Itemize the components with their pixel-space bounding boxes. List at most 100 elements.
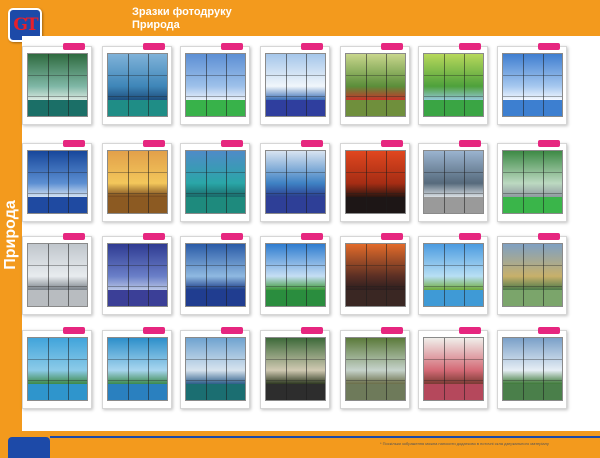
catalog-item-poppy-field[interactable]: [340, 43, 410, 125]
panel-divider: [28, 193, 87, 194]
door-divider: [48, 151, 49, 213]
catalog-item-palm-shore[interactable]: [418, 233, 488, 315]
wardrobe-photo: [107, 243, 168, 307]
door-divider: [68, 244, 69, 306]
panel-divider: [186, 380, 245, 381]
panel-divider: [108, 193, 167, 194]
door-divider: [128, 54, 129, 116]
panel-divider: [503, 380, 562, 381]
door-divider: [366, 244, 367, 306]
wardrobe-photo: [185, 243, 246, 307]
catalog-item-lakeside[interactable]: [22, 327, 92, 409]
catalog-item-green-lake[interactable]: [418, 43, 488, 125]
wardrobe-photo: [107, 337, 168, 401]
panel-divider: [108, 286, 167, 287]
item-code-tag: [538, 140, 560, 147]
panel-divider: [186, 75, 245, 76]
door-divider: [386, 338, 387, 400]
catalog-item-sunbeams-sky[interactable]: [260, 43, 330, 125]
wardrobe-photo: [423, 150, 484, 214]
door-divider: [128, 151, 129, 213]
door-divider: [386, 244, 387, 306]
panel-divider: [28, 359, 87, 360]
catalog-item-palm-beach[interactable]: [180, 140, 250, 222]
door-divider: [444, 151, 445, 213]
panel-divider: [346, 286, 405, 287]
page-title: Зразки фотодруку Природа: [132, 6, 232, 32]
item-code-tag: [459, 233, 481, 240]
catalog-item-sakura[interactable]: [418, 327, 488, 409]
item-code-tag: [63, 43, 85, 50]
panel-divider: [424, 286, 483, 287]
footnote: * Поскільки зображення можна наносити до…: [380, 441, 549, 446]
catalog-item-waterfall[interactable]: [22, 43, 92, 125]
item-code-tag: [301, 233, 323, 240]
catalog-item-cloud-sky[interactable]: [22, 140, 92, 222]
door-divider: [386, 54, 387, 116]
catalog-item-sky-sun[interactable]: [497, 43, 567, 125]
wardrobe-photo: [502, 53, 563, 117]
door-divider: [523, 338, 524, 400]
catalog-item-ocean-sunrise[interactable]: [180, 233, 250, 315]
wardrobe-photo: [27, 53, 88, 117]
catalog-item-volcano[interactable]: [180, 327, 250, 409]
panel-divider: [28, 265, 87, 266]
wardrobe-photo: [423, 243, 484, 307]
panel-divider: [108, 172, 167, 173]
footer-line: [50, 436, 600, 438]
door-divider: [543, 54, 544, 116]
catalog-item-mountain-lake[interactable]: [418, 140, 488, 222]
item-code-tag: [381, 140, 403, 147]
door-divider: [48, 54, 49, 116]
catalog-item-blue-clouds[interactable]: [102, 233, 172, 315]
panel-divider: [503, 75, 562, 76]
catalog-item-golden-sunset[interactable]: [102, 140, 172, 222]
item-code-tag: [538, 327, 560, 334]
title-line-1: Зразки фотодруку: [132, 6, 232, 18]
catalog-item-wave[interactable]: [102, 43, 172, 125]
catalog-item-alpine-valley[interactable]: [497, 327, 567, 409]
door-divider: [523, 151, 524, 213]
catalog-item-evening-sea[interactable]: [340, 233, 410, 315]
door-divider: [366, 54, 367, 116]
wardrobe-photo: [502, 337, 563, 401]
item-code-tag: [63, 327, 85, 334]
item-code-tag: [381, 43, 403, 50]
wardrobe-photo: [265, 53, 326, 117]
wardrobe-photo: [265, 243, 326, 307]
catalog-item-tropic-sea[interactable]: [260, 140, 330, 222]
catalog-item-sun-meadow[interactable]: [260, 233, 330, 315]
wardrobe-photo: [423, 53, 484, 117]
door-divider: [226, 151, 227, 213]
door-divider: [306, 244, 307, 306]
item-code-tag: [459, 140, 481, 147]
door-divider: [386, 151, 387, 213]
panel-divider: [424, 96, 483, 97]
footer-band: [0, 431, 600, 458]
wardrobe-photo: [185, 53, 246, 117]
vertical-label-text: Природа: [2, 200, 19, 270]
wardrobe-photo: [185, 150, 246, 214]
panel-divider: [266, 359, 325, 360]
item-code-tag: [221, 43, 243, 50]
catalog-item-green-cascade[interactable]: [497, 140, 567, 222]
panel-divider: [503, 193, 562, 194]
panel-divider: [424, 193, 483, 194]
door-divider: [464, 338, 465, 400]
panel-divider: [108, 75, 167, 76]
item-code-tag: [221, 140, 243, 147]
catalog-item-stone-falls[interactable]: [340, 327, 410, 409]
panel-divider: [346, 380, 405, 381]
catalog-item-blue-sky[interactable]: [180, 43, 250, 125]
item-code-tag: [143, 140, 165, 147]
door-divider: [68, 338, 69, 400]
panel-divider: [266, 286, 325, 287]
catalog-item-birch-grove[interactable]: [260, 327, 330, 409]
catalog-item-red-sunset[interactable]: [340, 140, 410, 222]
catalog-item-winter-forest[interactable]: [22, 233, 92, 315]
panel-divider: [503, 172, 562, 173]
panel-divider: [266, 265, 325, 266]
catalog-item-tropical-island[interactable]: [102, 327, 172, 409]
catalog-item-castle-lake[interactable]: [497, 233, 567, 315]
item-code-tag: [143, 233, 165, 240]
